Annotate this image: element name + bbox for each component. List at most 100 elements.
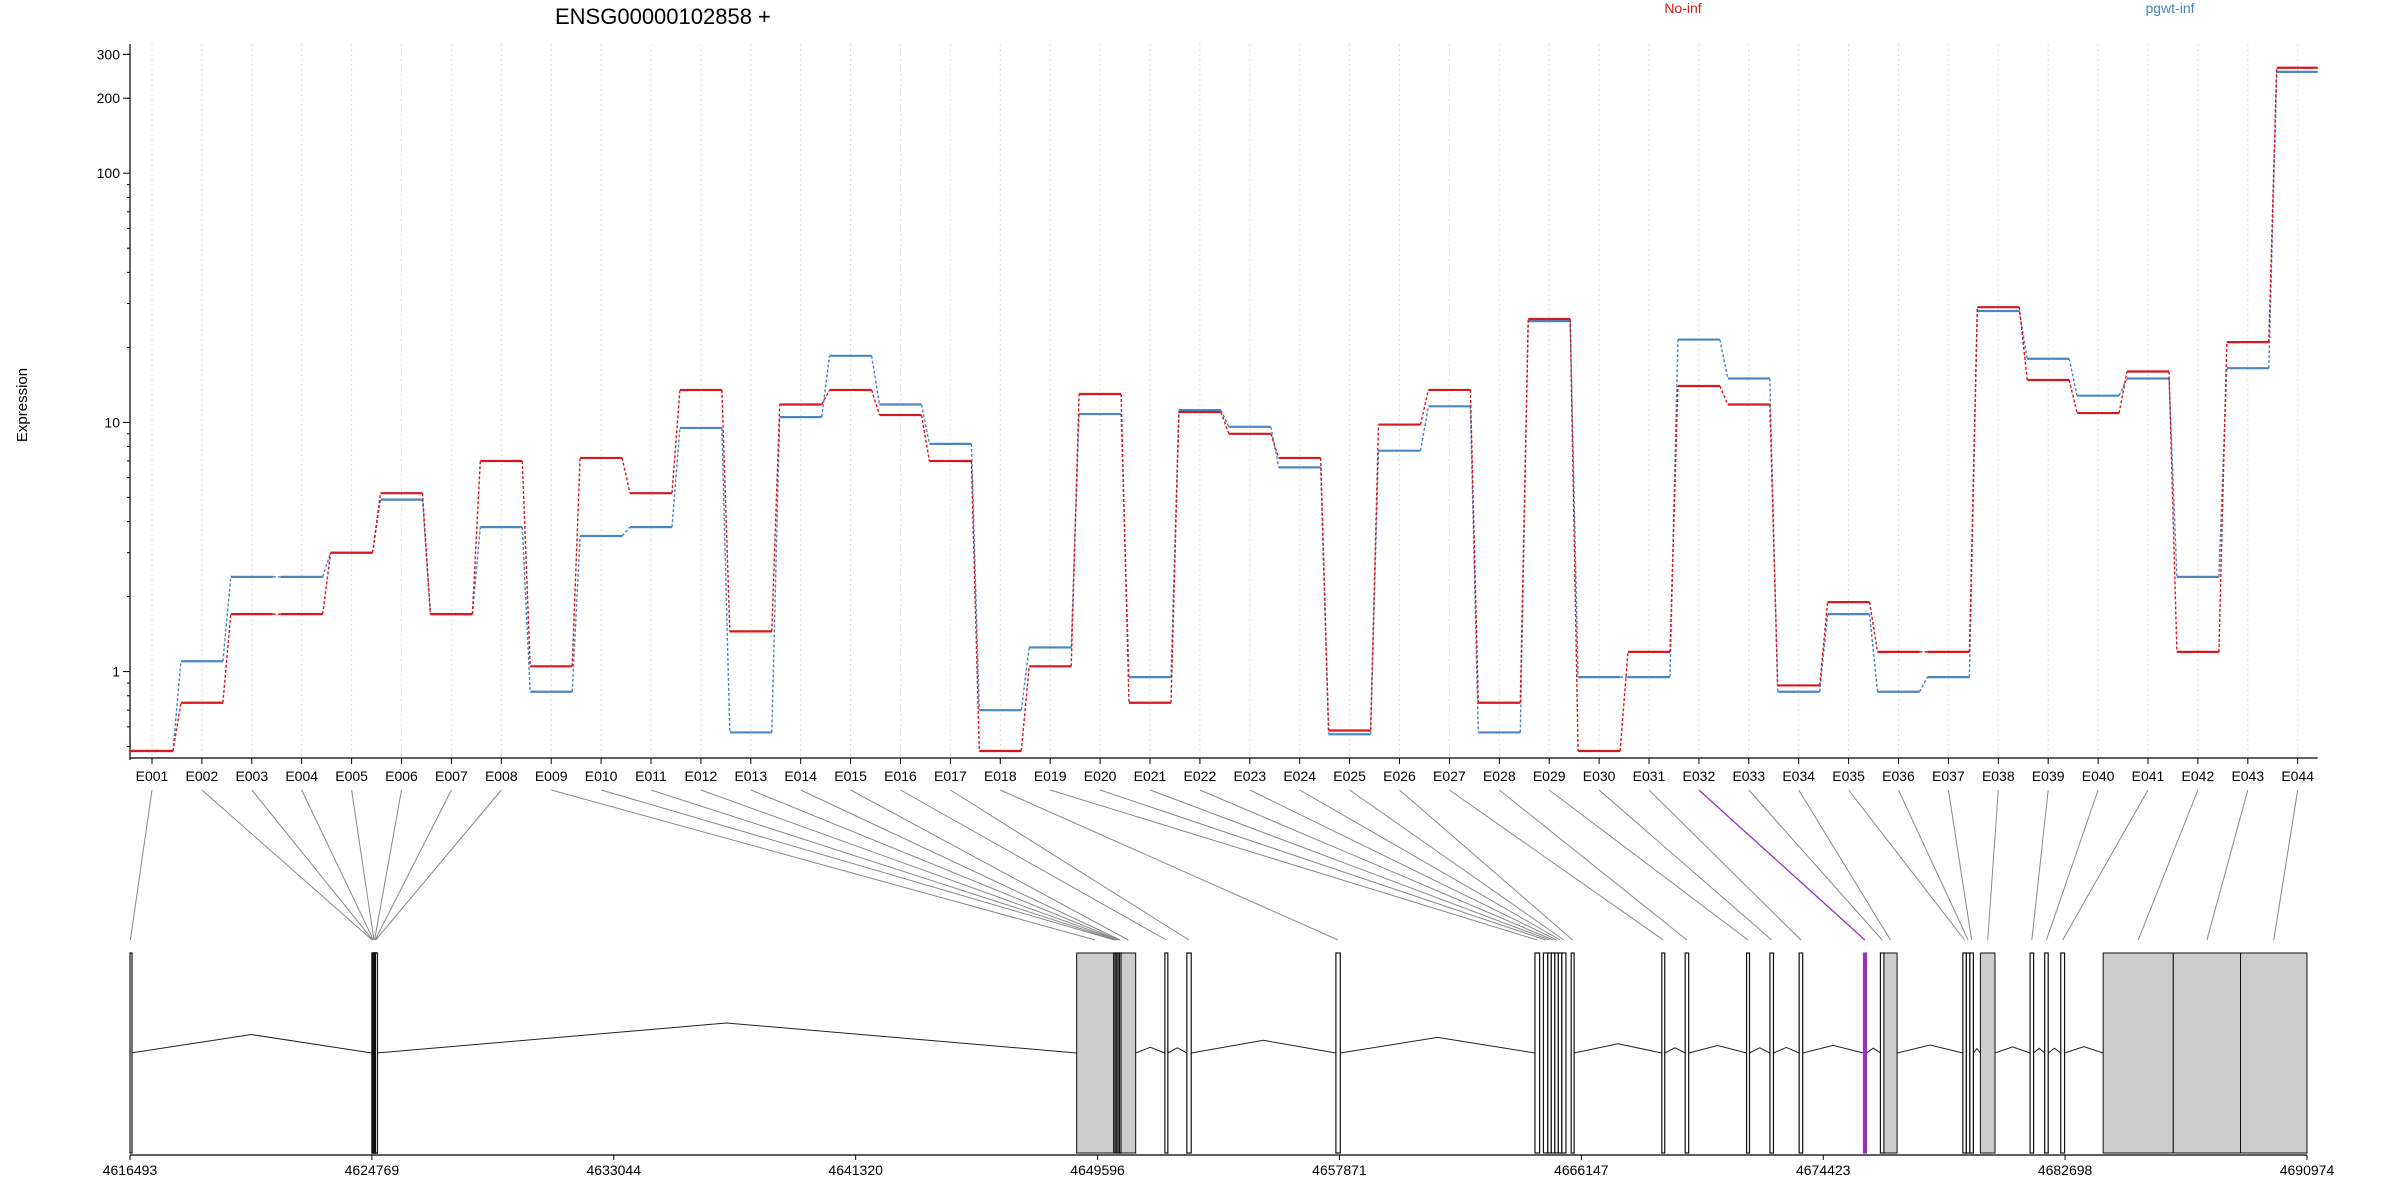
series-connector [1469, 389, 1479, 703]
grid-lines [151, 44, 2299, 758]
legend-pgwt-inf: pgwt-inf [2145, 0, 2194, 16]
x-tick-label: E014 [784, 768, 817, 784]
x-tick-label: E006 [385, 768, 418, 784]
series-connector [1619, 651, 1629, 752]
intron-line [1896, 1044, 1963, 1054]
x-tick-label: E021 [1134, 768, 1167, 784]
intron-line [1135, 1046, 1166, 1054]
exon-connector [1798, 789, 1891, 941]
series-connector [1819, 602, 1829, 686]
intron-line [1972, 1047, 1981, 1054]
exon-box [1534, 952, 1541, 1154]
exon-box [2102, 952, 2174, 1154]
x-tick-label: E001 [136, 768, 169, 784]
series-connector [471, 460, 481, 615]
x-tick-label: E024 [1283, 768, 1316, 784]
series-connector [222, 576, 232, 662]
exon-connector [1349, 789, 1565, 941]
series-connector [1270, 433, 1280, 459]
series-connector [821, 355, 831, 418]
intron-line [1664, 1047, 1686, 1054]
y-axis: 300 200 100 10 1 [97, 44, 131, 760]
exon-box [2172, 952, 2242, 1154]
intron-line [375, 1022, 1077, 1054]
exon-box [2029, 952, 2035, 1154]
exon-connector [1848, 789, 1966, 941]
exon-connector [1748, 789, 1883, 941]
series-connector [421, 493, 432, 615]
x-tick-label: E031 [1633, 768, 1666, 784]
exon-connector [1548, 789, 1749, 941]
series-connector [721, 427, 731, 733]
series-connector [721, 389, 731, 632]
exon-connector [2273, 789, 2299, 941]
intron-line [2047, 1047, 2062, 1054]
exon-box [2044, 952, 2049, 1154]
x-tick-label: E012 [685, 768, 718, 784]
series-connector [2168, 371, 2178, 652]
x-tick-label: E003 [235, 768, 268, 784]
series-connector [1320, 457, 1330, 731]
exon-connector [551, 789, 1096, 941]
exon-connector [1698, 789, 1866, 941]
exon-connector [374, 789, 452, 941]
intron-line [1340, 1036, 1536, 1054]
exon-box [1798, 952, 1804, 1154]
x-tick-label: E023 [1233, 768, 1266, 784]
series-connector [1719, 339, 1729, 379]
series-connector [521, 460, 531, 667]
series-connector [222, 614, 232, 703]
series-connector [1569, 321, 1579, 678]
intron-line [1191, 1039, 1336, 1054]
series-connector [671, 389, 681, 494]
x-tick-label: E011 [635, 768, 667, 784]
intron-line [1866, 1047, 1881, 1054]
x-tick-label: E041 [2132, 768, 2165, 784]
exon-box [1969, 952, 1974, 1154]
exon-connector [950, 789, 1190, 941]
exon-connector [1498, 789, 1688, 941]
intron-line [1994, 1046, 2031, 1054]
series-connector [621, 457, 631, 494]
x-tick-label: E026 [1383, 768, 1416, 784]
series-connector [172, 702, 182, 752]
exon-connector [1099, 789, 1546, 941]
x-tick-label: E002 [186, 768, 219, 784]
x-tick-label: E034 [1782, 768, 1815, 784]
exon-connector [900, 789, 1167, 941]
exon-connector [850, 789, 1129, 941]
x-tick-label: E039 [2032, 768, 2065, 784]
series-connector [1120, 393, 1130, 703]
exon-box [1879, 952, 1885, 1154]
exon-connector [700, 789, 1118, 941]
coord-label: 4649596 [1070, 1162, 1125, 1178]
series-connector [2168, 378, 2178, 577]
x-tick-label: E028 [1483, 768, 1516, 784]
exon-connector [2045, 789, 2099, 941]
chart-title: ENSG00000102858 + [555, 4, 771, 29]
x-tick-label: E044 [2281, 768, 2314, 784]
exon-box [1684, 952, 1690, 1154]
coord-label: 4666147 [1554, 1162, 1609, 1178]
intron-line [130, 1034, 372, 1054]
series-connector [1020, 647, 1030, 711]
x-tick-label: E040 [2082, 768, 2115, 784]
series-connector [2268, 67, 2278, 343]
series-connector [322, 552, 332, 578]
exon-connector [2062, 789, 2149, 941]
series-connector [821, 389, 831, 405]
x-tick-label: E019 [1034, 768, 1067, 784]
exon-connector [1149, 789, 1550, 941]
x-tick-label: E025 [1333, 768, 1366, 784]
exon-connector [1249, 789, 1557, 941]
series-connector [1569, 318, 1579, 752]
intron-line [2033, 1047, 2046, 1054]
x-tick-label: E013 [734, 768, 767, 784]
series-connector [1469, 406, 1479, 733]
series-connector [621, 526, 631, 537]
series-connector [920, 404, 931, 445]
exon-connector [800, 789, 1121, 941]
x-tick-label: E020 [1084, 768, 1117, 784]
exon-connector [600, 789, 1115, 941]
